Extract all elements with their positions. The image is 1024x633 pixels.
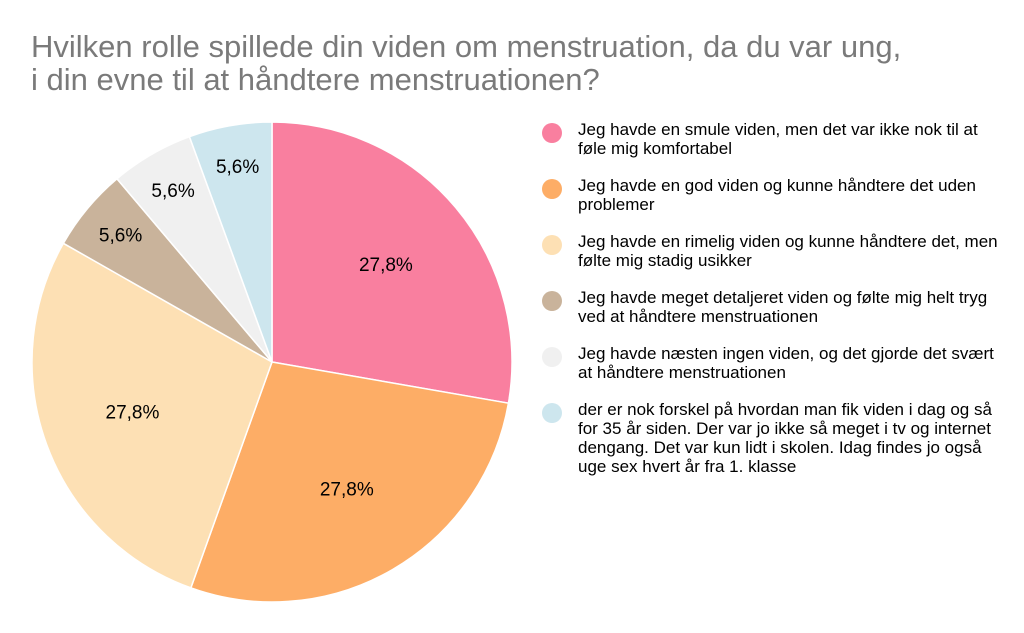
slice-label: 5,6% <box>99 225 142 246</box>
legend-label: der er nok forskel på hvordan man fik vi… <box>578 400 992 476</box>
legend-label: Jeg havde næsten ingen viden, og det gjo… <box>578 344 994 382</box>
legend-swatch <box>542 347 562 367</box>
slice-label: 27,8% <box>106 403 160 424</box>
pie-slice <box>271 121 513 405</box>
legend-label: Jeg havde en rimelig viden og kunne hånd… <box>578 232 998 270</box>
legend-swatch <box>542 403 562 423</box>
slice-label: 5,6% <box>151 181 194 202</box>
legend-swatch <box>542 291 562 311</box>
legend-item: Jeg havde en smule viden, men det var ik… <box>540 120 1010 158</box>
slice-label: 5,6% <box>216 157 259 178</box>
legend-swatch <box>542 179 562 199</box>
slice-label: 27,8% <box>359 255 413 276</box>
legend-label: Jeg havde en god viden og kunne håndtere… <box>578 176 976 214</box>
legend-swatch <box>542 123 562 143</box>
chart-legend: Jeg havde en smule viden, men det var ik… <box>540 120 1010 494</box>
legend-label: Jeg havde en smule viden, men det var ik… <box>578 120 978 158</box>
legend-item: der er nok forskel på hvordan man fik vi… <box>540 400 1010 476</box>
legend-item: Jeg havde en god viden og kunne håndtere… <box>540 176 1010 214</box>
legend-item: Jeg havde en rimelig viden og kunne hånd… <box>540 232 1010 270</box>
legend-item: Jeg havde næsten ingen viden, og det gjo… <box>540 344 1010 382</box>
pie-slice <box>31 242 273 589</box>
pie-slice <box>189 361 510 603</box>
slice-label: 27,8% <box>320 480 374 501</box>
legend-item: Jeg havde meget detaljeret viden og følt… <box>540 288 1010 326</box>
legend-swatch <box>542 235 562 255</box>
legend-label: Jeg havde meget detaljeret viden og følt… <box>578 288 988 326</box>
pie-slice <box>188 121 273 363</box>
chart-title: Hvilken rolle spillede din viden om mens… <box>31 29 902 97</box>
